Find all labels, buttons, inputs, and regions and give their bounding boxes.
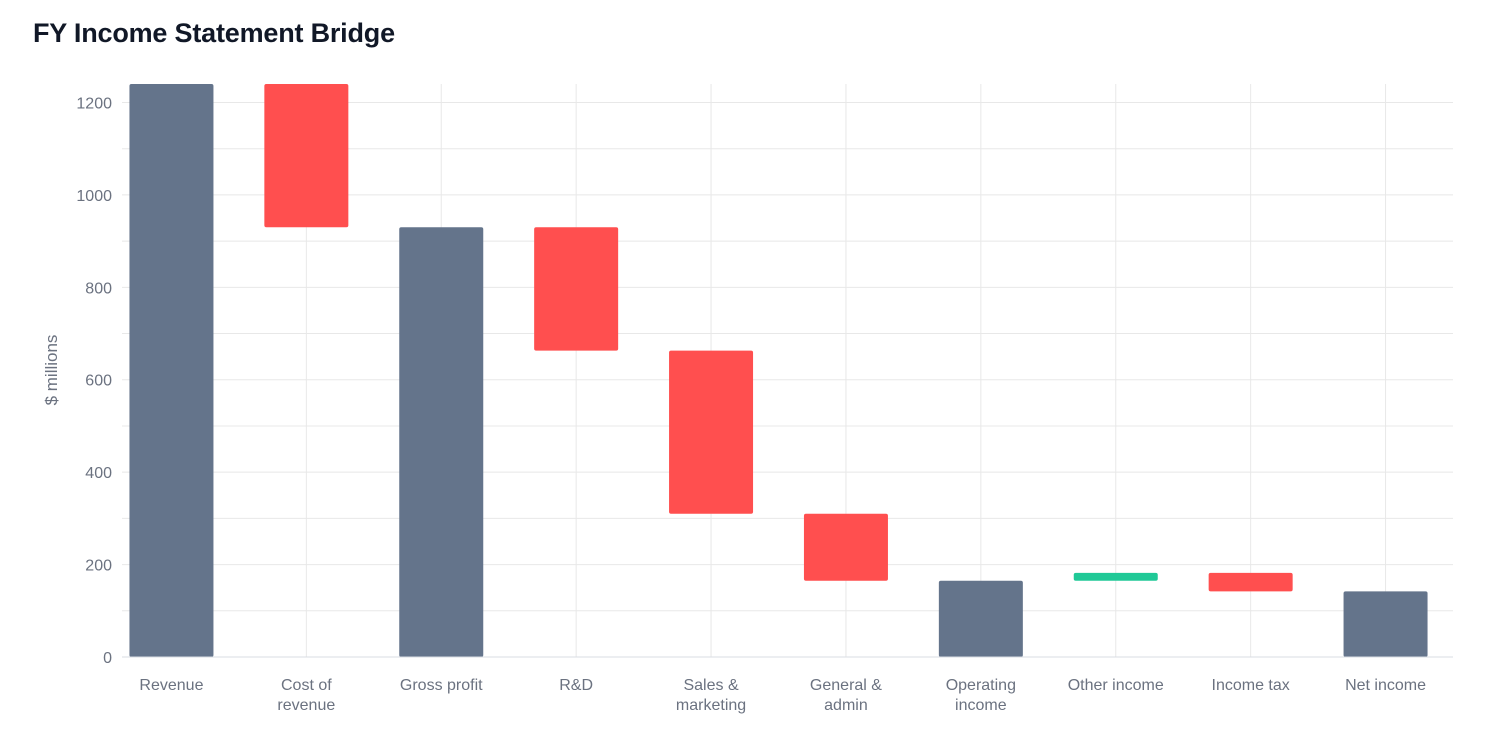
bar-total xyxy=(129,84,214,657)
bars xyxy=(129,84,1428,657)
x-tick-label: Other income xyxy=(1068,677,1164,694)
y-tick-label: 600 xyxy=(85,373,112,390)
bar-total xyxy=(399,227,484,657)
bar-decrease xyxy=(1208,572,1293,592)
y-tick-label: 1200 xyxy=(76,95,112,112)
x-tick-label: Net income xyxy=(1345,677,1426,694)
y-axis-label: $ millions xyxy=(42,335,61,406)
bar-decrease xyxy=(669,350,754,514)
x-tick-label: Sales & xyxy=(683,677,738,694)
grid-lines xyxy=(122,84,1453,658)
x-tick-label: admin xyxy=(824,697,868,714)
y-tick-label: 800 xyxy=(85,280,112,297)
x-tick-label: marketing xyxy=(676,697,746,714)
chart-title: FY Income Statement Bridge xyxy=(33,18,395,48)
bar-decrease xyxy=(264,84,349,228)
y-tick-label: 0 xyxy=(103,650,112,667)
axes: 0 200 400 600 800 1000 1200 Revenue Cost of reven… xyxy=(76,95,1453,714)
x-tick-label: Cost of xyxy=(281,677,332,694)
x-tick-label: revenue xyxy=(277,697,335,714)
x-tick-label: Revenue xyxy=(139,677,203,694)
x-tick-label: R&D xyxy=(559,677,593,694)
x-tick-label: Income tax xyxy=(1212,677,1290,694)
x-tick-label: General & xyxy=(810,677,882,694)
y-tick-label: 200 xyxy=(85,558,112,575)
y-tick-label: 1000 xyxy=(76,188,112,205)
x-tick-label: Gross profit xyxy=(400,677,483,694)
bar-total xyxy=(1343,591,1428,657)
y-tick-label: 400 xyxy=(85,465,112,482)
x-tick-label: income xyxy=(955,697,1007,714)
bar-decrease xyxy=(803,513,888,581)
bar-total xyxy=(938,580,1023,657)
bar-increase xyxy=(1073,572,1158,581)
bar-decrease xyxy=(534,227,619,351)
x-tick-label: Operating xyxy=(946,677,1016,694)
